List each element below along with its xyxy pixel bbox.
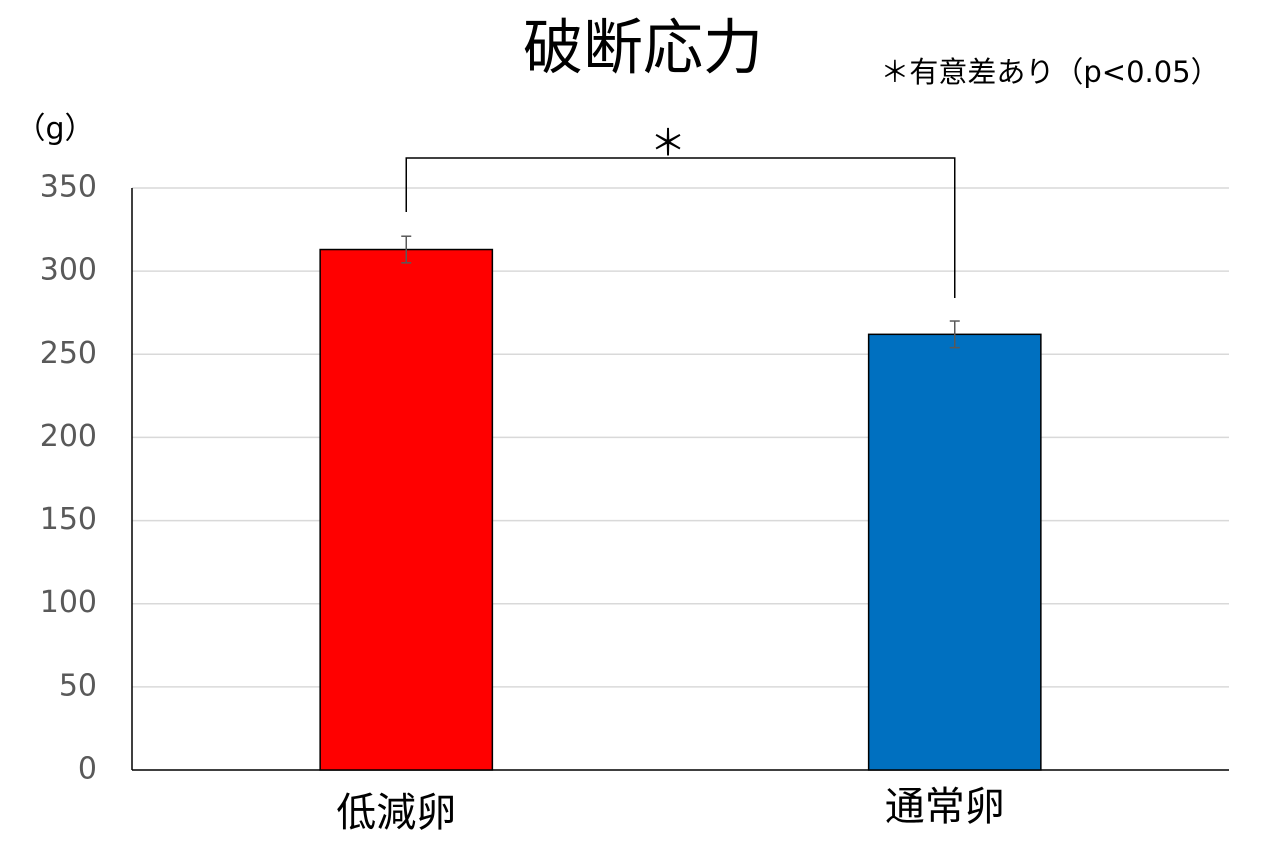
- significance-bracket: [405, 157, 956, 298]
- y-tick-label: 100: [40, 585, 97, 620]
- y-tick-label: 300: [40, 253, 97, 288]
- y-tick-label: 350: [40, 170, 97, 205]
- y-tick-label: 0: [78, 752, 97, 787]
- y-tick-label: 250: [40, 336, 97, 371]
- note: ＊有意差あり（p<0.05）: [880, 55, 1219, 89]
- significance-mark: ＊: [650, 123, 686, 164]
- x-tick-label: 低減卵: [336, 790, 456, 836]
- bar: [319, 248, 494, 771]
- y-tick-label: 200: [40, 419, 97, 454]
- y-tick-label: 150: [40, 502, 97, 537]
- y-tick-label: 50: [59, 668, 97, 703]
- chart-title: 破断応力: [523, 14, 763, 84]
- x-tick-label: 通常卵: [885, 784, 1005, 830]
- y-axis-label: （g）: [15, 112, 94, 147]
- bar: [867, 333, 1042, 771]
